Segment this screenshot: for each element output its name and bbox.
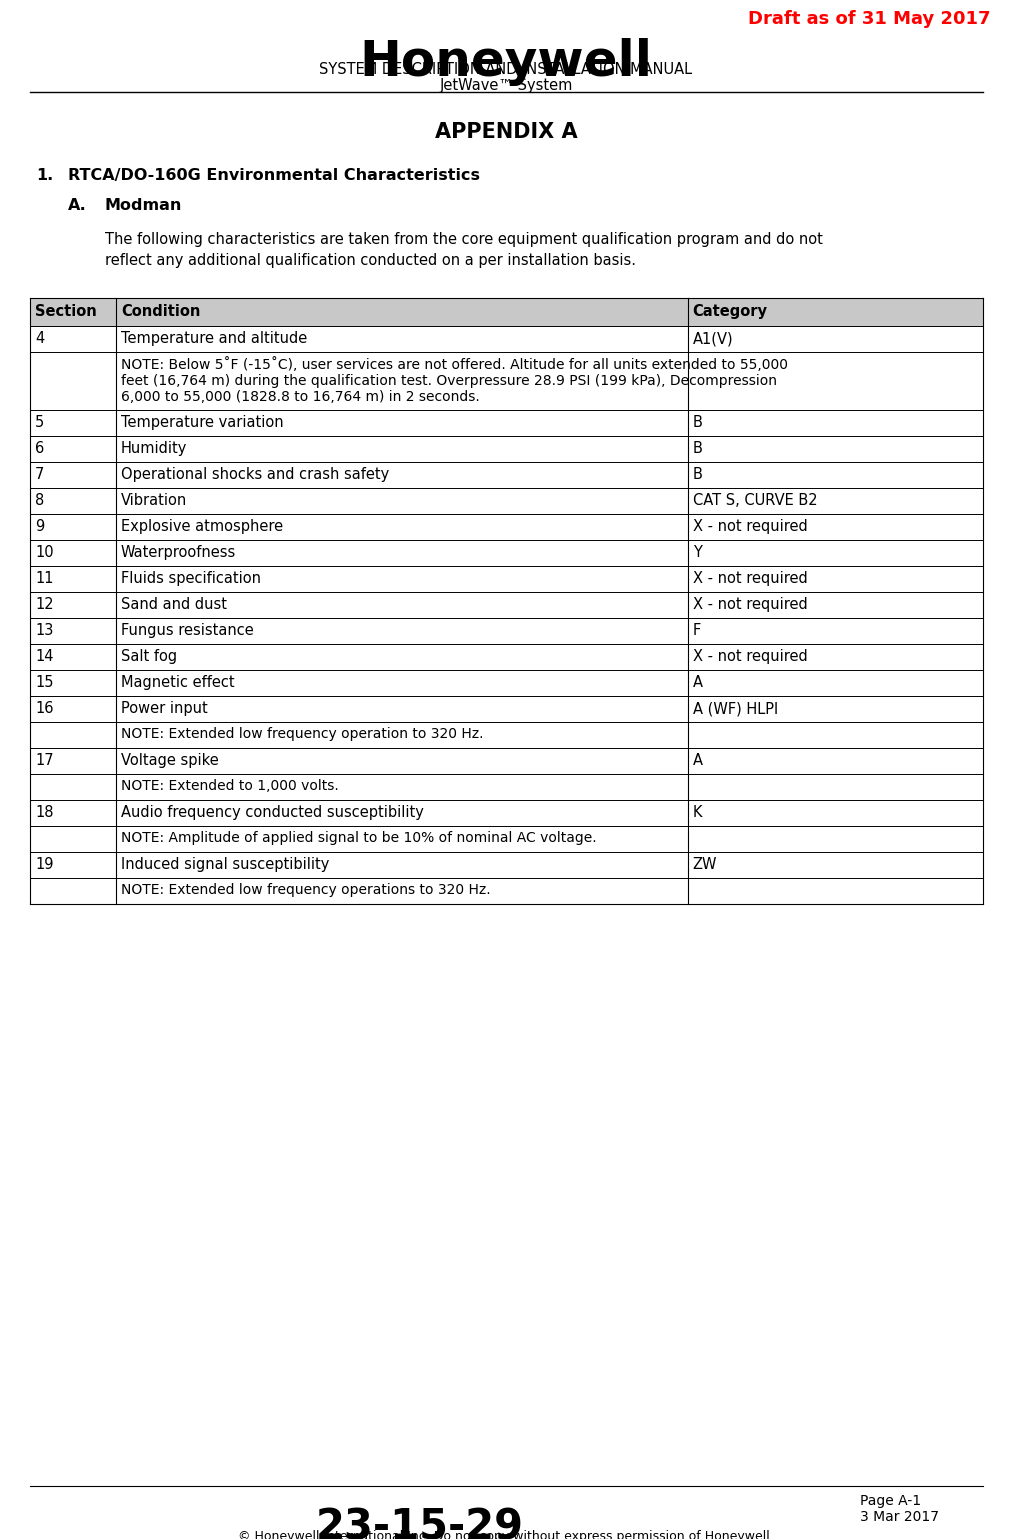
- Text: A: A: [693, 676, 703, 689]
- Text: APPENDIX A: APPENDIX A: [435, 122, 577, 142]
- Text: NOTE: Amplitude of applied signal to be 10% of nominal AC voltage.: NOTE: Amplitude of applied signal to be …: [121, 831, 597, 845]
- Text: 7: 7: [35, 466, 45, 482]
- Text: Salt fog: Salt fog: [121, 649, 177, 663]
- Text: A.: A.: [68, 199, 87, 212]
- Text: NOTE: Extended low frequency operation to 320 Hz.: NOTE: Extended low frequency operation t…: [121, 726, 483, 740]
- Text: 10: 10: [35, 545, 54, 560]
- Text: Audio frequency conducted susceptibility: Audio frequency conducted susceptibility: [121, 805, 423, 820]
- Text: Induced signal susceptibility: Induced signal susceptibility: [121, 857, 329, 873]
- Text: NOTE: Extended to 1,000 volts.: NOTE: Extended to 1,000 volts.: [121, 779, 338, 793]
- Text: Modman: Modman: [105, 199, 182, 212]
- Text: 9: 9: [35, 519, 45, 534]
- Text: Honeywell: Honeywell: [360, 38, 652, 86]
- Text: 1.: 1.: [36, 168, 54, 183]
- Text: JetWave™ System: JetWave™ System: [440, 78, 572, 92]
- Text: 15: 15: [35, 676, 54, 689]
- Text: 12: 12: [35, 597, 54, 613]
- Text: X - not required: X - not required: [693, 597, 807, 613]
- Text: 23-15-29: 23-15-29: [316, 1507, 524, 1539]
- Text: 5: 5: [35, 416, 45, 429]
- Text: Vibration: Vibration: [121, 492, 187, 508]
- Bar: [30, 299, 983, 326]
- Text: 14: 14: [35, 649, 54, 663]
- Text: F: F: [693, 623, 701, 639]
- Text: 3 Mar 2017: 3 Mar 2017: [860, 1510, 939, 1524]
- Text: Temperature and altitude: Temperature and altitude: [121, 331, 307, 346]
- Text: 8: 8: [35, 492, 45, 508]
- Text: 16: 16: [35, 700, 54, 716]
- Text: 19: 19: [35, 857, 54, 873]
- Text: A1(V): A1(V): [693, 331, 733, 346]
- Text: 6: 6: [35, 442, 45, 456]
- Text: 17: 17: [35, 753, 54, 768]
- Text: © Honeywell International Inc. Do not copy without express permission of Honeywe: © Honeywell International Inc. Do not co…: [238, 1530, 774, 1539]
- Text: 11: 11: [35, 571, 54, 586]
- Text: A: A: [693, 753, 703, 768]
- Text: Y: Y: [693, 545, 701, 560]
- Text: B: B: [693, 416, 702, 429]
- Text: Humidity: Humidity: [121, 442, 187, 456]
- Text: NOTE: Extended low frequency operations to 320 Hz.: NOTE: Extended low frequency operations …: [121, 883, 490, 897]
- Text: Waterproofness: Waterproofness: [121, 545, 236, 560]
- Text: RTCA/DO-160G Environmental Characteristics: RTCA/DO-160G Environmental Characteristi…: [68, 168, 480, 183]
- Text: 13: 13: [35, 623, 54, 639]
- Text: Voltage spike: Voltage spike: [121, 753, 219, 768]
- Text: Category: Category: [693, 305, 768, 319]
- Text: 18: 18: [35, 805, 54, 820]
- Text: 4: 4: [35, 331, 45, 346]
- Text: B: B: [693, 442, 702, 456]
- Text: Power input: Power input: [121, 700, 208, 716]
- Text: Fungus resistance: Fungus resistance: [121, 623, 253, 639]
- Text: X - not required: X - not required: [693, 649, 807, 663]
- Text: CAT S, CURVE B2: CAT S, CURVE B2: [693, 492, 817, 508]
- Text: A (WF) HLPI: A (WF) HLPI: [693, 700, 778, 716]
- Text: X - not required: X - not required: [693, 571, 807, 586]
- Text: ZW: ZW: [693, 857, 717, 873]
- Text: Fluids specification: Fluids specification: [121, 571, 260, 586]
- Text: X - not required: X - not required: [693, 519, 807, 534]
- Text: B: B: [693, 466, 702, 482]
- Text: Magnetic effect: Magnetic effect: [121, 676, 234, 689]
- Text: Section: Section: [35, 305, 97, 319]
- Text: Temperature variation: Temperature variation: [121, 416, 284, 429]
- Text: Operational shocks and crash safety: Operational shocks and crash safety: [121, 466, 389, 482]
- Text: K: K: [693, 805, 702, 820]
- Text: Condition: Condition: [121, 305, 201, 319]
- Text: NOTE: Below 5˚F (-15˚C), user services are not offered. Altitude for all units e: NOTE: Below 5˚F (-15˚C), user services a…: [121, 357, 788, 405]
- Text: Page A-1: Page A-1: [860, 1494, 921, 1508]
- Text: Draft as of 31 May 2017: Draft as of 31 May 2017: [748, 9, 990, 28]
- Text: Explosive atmosphere: Explosive atmosphere: [121, 519, 283, 534]
- Text: Sand and dust: Sand and dust: [121, 597, 227, 613]
- Text: SYSTEM DESCRIPTION AND INSTALLATION MANUAL: SYSTEM DESCRIPTION AND INSTALLATION MANU…: [319, 62, 693, 77]
- Text: The following characteristics are taken from the core equipment qualification pr: The following characteristics are taken …: [105, 232, 823, 268]
